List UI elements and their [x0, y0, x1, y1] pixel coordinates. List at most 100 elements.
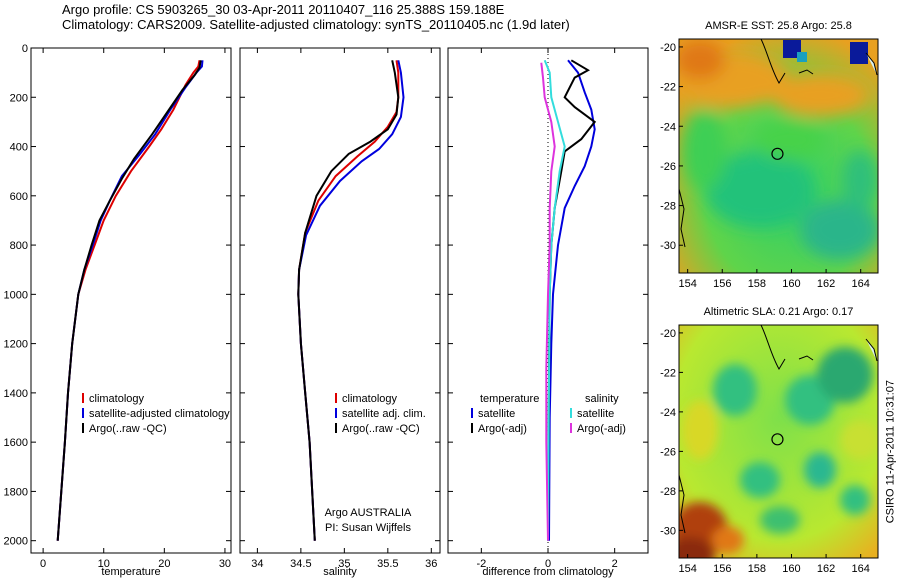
x-axis-label: salinity: [323, 566, 357, 578]
y-tick-label: 400: [10, 142, 28, 154]
y-tick-label: -28: [660, 486, 676, 498]
sst-blob: [683, 110, 727, 190]
series-line-satellite: [543, 59, 566, 541]
map-title: AMSR-E SST: 25.8 Argo: 25.8: [705, 20, 852, 32]
sla-field-blobs: [679, 347, 878, 558]
legend-label: Argo(..raw -QC): [342, 423, 420, 435]
legend-heading: temperature: [480, 393, 539, 405]
sla-blob: [682, 400, 718, 460]
sst-blob: [770, 73, 870, 117]
sst-cold-patch: [850, 42, 868, 64]
x-tick-label: 164: [852, 563, 870, 575]
x-tick-label: 10: [98, 558, 110, 570]
coastline: [679, 474, 686, 534]
legend-label: Argo(-adj): [577, 423, 626, 435]
x-tick-label: -2: [476, 558, 486, 570]
sst-blob: [800, 200, 878, 260]
sst-cold-patch: [783, 40, 801, 58]
y-tick-label: 1400: [4, 388, 28, 400]
legend-label: satellite adj. clim.: [342, 408, 426, 420]
legend-label: climatology: [89, 393, 145, 405]
plot-frame: [239, 47, 441, 554]
sla-blob: [817, 347, 873, 403]
x-tick-label: 35: [338, 558, 350, 570]
map-field: [679, 39, 878, 273]
coastline: [760, 39, 786, 84]
y-tick-label: 200: [10, 92, 28, 104]
annotation-text: Argo AUSTRALIA: [325, 507, 412, 519]
y-tick-label: -30: [660, 525, 676, 537]
x-tick-label: 36: [425, 558, 437, 570]
legend-label: satellite-adjusted climatology: [89, 408, 230, 420]
legend-label: satellite: [577, 408, 614, 420]
y-tick-label: -22: [660, 367, 676, 379]
sla-blob: [840, 485, 870, 515]
y-tick-label: 1800: [4, 486, 28, 498]
coastline: [865, 338, 878, 362]
y-tick-label: -28: [660, 201, 676, 213]
y-tick-label: 2000: [4, 536, 28, 548]
y-tick-label: 600: [10, 191, 28, 203]
sst-blob: [842, 150, 878, 210]
figure-title-line2: Climatology: CARS2009. Satellite-adjuste…: [62, 17, 570, 32]
y-tick-label: -26: [660, 161, 676, 173]
sst-blob: [755, 120, 825, 160]
x-tick-label: 158: [748, 563, 766, 575]
x-tick-label: 154: [678, 563, 696, 575]
x-tick-label: 160: [782, 278, 800, 290]
legend-label: Argo(..raw -QC): [89, 423, 167, 435]
sst-field-blobs: [679, 40, 878, 260]
x-tick-label: 154: [678, 278, 696, 290]
x-tick-label: 2: [612, 558, 618, 570]
annotation-text: PI: Susan Wijffels: [325, 522, 411, 534]
x-tick-label: 156: [713, 278, 731, 290]
y-tick-label: -20: [660, 328, 676, 340]
coastline: [760, 325, 786, 370]
series-line-argo-raw-qc-: [56, 60, 202, 541]
legend-label: Argo(-adj): [478, 423, 527, 435]
series-line-argo-adj-: [540, 62, 556, 541]
series-line-argo-raw-qc-: [297, 60, 400, 541]
coastline: [798, 355, 814, 361]
x-tick-label: 164: [852, 278, 870, 290]
x-tick-label: 34: [251, 558, 263, 570]
x-tick-label: 34.5: [290, 558, 311, 570]
y-tick-label: -30: [660, 240, 676, 252]
y-tick-label: -22: [660, 82, 676, 94]
x-tick-label: 162: [817, 278, 835, 290]
x-tick-label: 35.5: [377, 558, 398, 570]
x-axis-label: temperature: [101, 566, 160, 578]
sla-blob: [713, 364, 757, 416]
x-tick-label: 30: [219, 558, 231, 570]
x-tick-label: 0: [545, 558, 551, 570]
sla-blob: [760, 506, 800, 534]
map-field: [679, 325, 878, 558]
y-tick-label: 1000: [4, 289, 28, 301]
coastline: [798, 69, 814, 75]
y-tick-label: 1600: [4, 437, 28, 449]
x-axis-label: difference from climatology: [482, 566, 614, 578]
y-tick-label: -24: [660, 121, 676, 133]
x-tick-label: 156: [713, 563, 731, 575]
sst-blob: [705, 152, 815, 228]
sla-blob: [740, 462, 780, 498]
argo-location-marker: [771, 433, 784, 446]
y-tick-label: 800: [10, 240, 28, 252]
coastline: [865, 52, 878, 76]
map-frame: [678, 324, 879, 559]
sla-blob: [679, 537, 715, 558]
y-tick-label: -24: [660, 407, 676, 419]
legend-label: satellite: [478, 408, 515, 420]
y-tick-label: -26: [660, 446, 676, 458]
y-tick-label: 0: [22, 43, 28, 55]
plot-frame: [30, 47, 232, 554]
figure-title-line1: Argo profile: CS 5903265_30 03-Apr-2011 …: [62, 2, 505, 17]
sla-blob: [804, 452, 836, 488]
x-tick-label: 0: [40, 558, 46, 570]
map-title: Altimetric SLA: 0.21 Argo: 0.17: [704, 306, 854, 318]
series-line-satellite: [548, 59, 596, 541]
sst-cold-patch: [797, 52, 807, 62]
legend-label: climatology: [342, 393, 398, 405]
map-frame: [678, 38, 879, 274]
